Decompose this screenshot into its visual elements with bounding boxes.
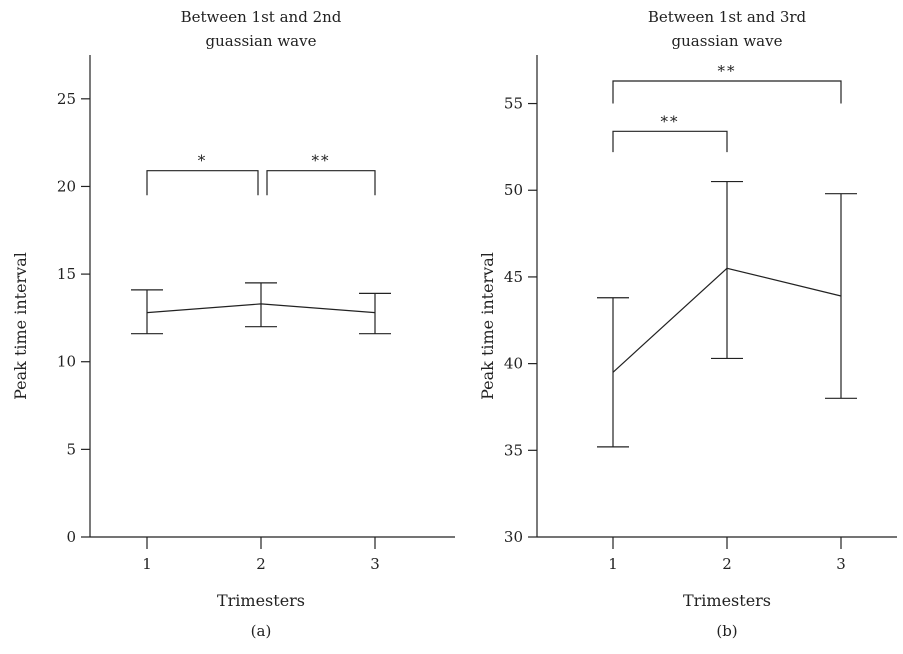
chart-title-line: guassian wave bbox=[672, 32, 783, 50]
chart-title-line: Between 1st and 2nd bbox=[181, 8, 342, 26]
x-axis-title: Trimesters bbox=[217, 591, 305, 610]
panel-label: (a) bbox=[251, 622, 272, 640]
y-tick-label: 35 bbox=[504, 441, 523, 459]
y-axis-title: Peak time interval bbox=[478, 252, 497, 400]
significance-bracket bbox=[266, 170, 376, 196]
significance-bracket bbox=[612, 130, 728, 153]
y-tick-label: 20 bbox=[57, 177, 76, 195]
panel-label: (b) bbox=[716, 622, 737, 640]
y-tick-label: 30 bbox=[504, 528, 523, 546]
y-tick-label: 0 bbox=[66, 528, 76, 546]
significance-bracket bbox=[146, 170, 259, 196]
x-tick-label: 3 bbox=[370, 555, 380, 573]
x-axis-title: Trimesters bbox=[683, 591, 771, 610]
chart-title-line: Between 1st and 3rd bbox=[648, 8, 807, 26]
y-tick-label: 5 bbox=[66, 440, 76, 458]
x-tick-label: 2 bbox=[256, 555, 266, 573]
significance-label: * bbox=[198, 152, 208, 170]
chart-panel-2: Between 1st and 3rd guassian wave 30 35 40 45… bbox=[478, 8, 897, 640]
y-tick-label: 55 bbox=[504, 95, 523, 113]
significance-label: ** bbox=[661, 112, 680, 130]
x-tick-label: 1 bbox=[142, 555, 152, 573]
x-tick-label: 1 bbox=[608, 555, 618, 573]
y-tick-label: 50 bbox=[504, 181, 523, 199]
x-tick-label: 2 bbox=[722, 555, 732, 573]
chart-title-line: guassian wave bbox=[206, 32, 317, 50]
significance-label: ** bbox=[718, 62, 737, 80]
significance-bracket bbox=[612, 80, 842, 104]
y-tick-label: 45 bbox=[504, 268, 523, 286]
y-tick-label: 15 bbox=[57, 265, 76, 283]
chart-panel-1: Between 1st and 2nd guassian wave 0 5 10 15 20… bbox=[11, 8, 455, 640]
y-tick-label: 25 bbox=[57, 90, 76, 108]
significance-label: ** bbox=[312, 152, 331, 170]
x-tick-label: 3 bbox=[836, 555, 846, 573]
y-tick-label: 10 bbox=[57, 353, 76, 371]
y-axis-title: Peak time interval bbox=[11, 252, 30, 400]
y-tick-label: 40 bbox=[504, 355, 523, 373]
